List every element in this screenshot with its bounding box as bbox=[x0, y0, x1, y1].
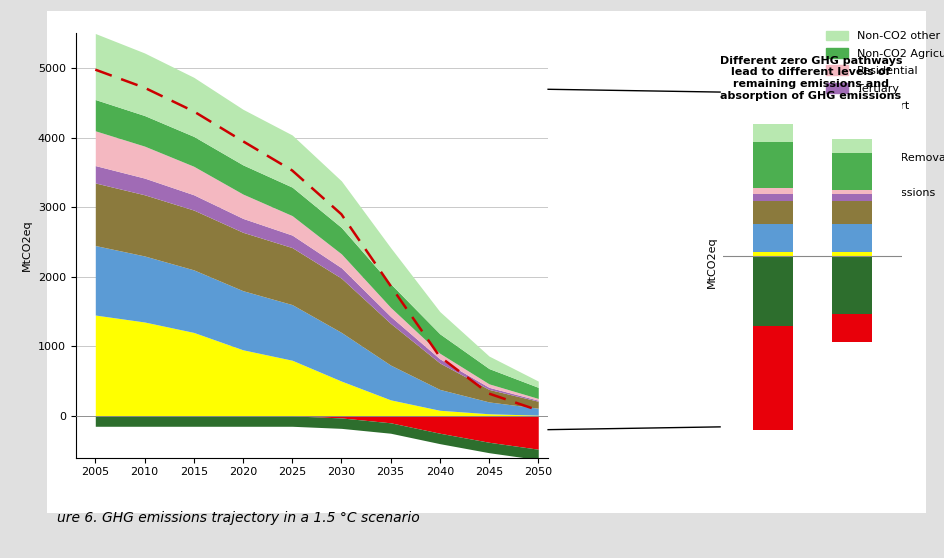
Y-axis label: MtCO2eq: MtCO2eq bbox=[707, 237, 716, 288]
Bar bbox=[752, 194, 792, 201]
Bar bbox=[832, 190, 871, 194]
Bar bbox=[752, 189, 792, 194]
Bar bbox=[752, 326, 792, 453]
Bar bbox=[752, 257, 792, 326]
Bar bbox=[832, 152, 871, 190]
Bar bbox=[832, 257, 871, 314]
Bar bbox=[752, 142, 792, 189]
Y-axis label: MtCO2eq: MtCO2eq bbox=[22, 220, 32, 271]
Bar bbox=[832, 252, 871, 257]
Bar bbox=[752, 124, 792, 142]
Bar bbox=[832, 194, 871, 201]
Bar bbox=[752, 224, 792, 252]
Text: Different zero GHG pathways
lead to different levels of
remaining emissions and
: Different zero GHG pathways lead to diff… bbox=[718, 56, 902, 100]
Bar bbox=[832, 201, 871, 224]
Legend: Non-CO2 other, Non-CO2 Agriculture, Residential, Tertiary, Transport, Industry, : Non-CO2 other, Non-CO2 Agriculture, Resi… bbox=[825, 31, 944, 198]
Text: ure 6. GHG emissions trajectory in a 1.5 °C scenario: ure 6. GHG emissions trajectory in a 1.5… bbox=[57, 511, 419, 525]
Bar bbox=[832, 139, 871, 152]
Bar bbox=[752, 252, 792, 257]
Bar bbox=[832, 314, 871, 342]
Bar bbox=[832, 224, 871, 252]
Bar bbox=[752, 201, 792, 224]
